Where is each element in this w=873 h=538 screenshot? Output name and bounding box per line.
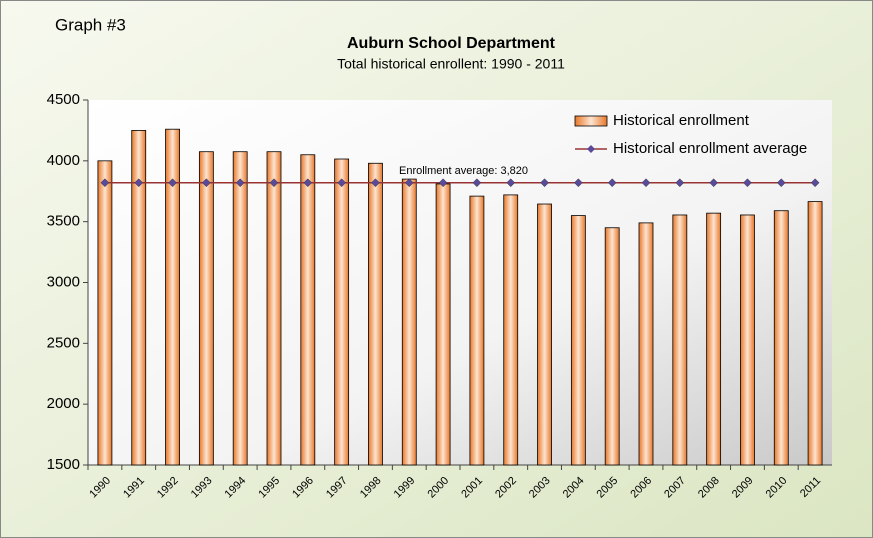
bar (638, 222, 654, 466)
bar (570, 215, 586, 466)
average-marker (100, 178, 110, 188)
legend-swatch (574, 115, 608, 127)
average-marker (202, 178, 211, 188)
bar (773, 210, 789, 466)
average-marker (337, 178, 346, 188)
average-marker (303, 178, 313, 188)
bar (807, 201, 823, 466)
bar (469, 195, 485, 466)
average-marker (540, 178, 549, 188)
average-marker (641, 178, 651, 188)
y-tick-label: 1500 (47, 456, 80, 473)
legend-label: Historical enrollment average (613, 140, 807, 157)
average-marker (776, 178, 786, 188)
bar (334, 158, 350, 466)
bar (300, 154, 316, 466)
bar (97, 160, 113, 466)
bar (401, 178, 417, 466)
y-tick-label: 2500 (47, 334, 80, 351)
bar (165, 128, 180, 466)
average-marker (235, 178, 245, 188)
y-tick-label: 3500 (47, 213, 80, 230)
average-marker (168, 178, 177, 188)
average-marker (675, 178, 685, 188)
average-marker (134, 178, 144, 188)
average-marker (709, 178, 718, 188)
average-marker (810, 178, 820, 188)
average-marker (472, 178, 482, 188)
average-marker (743, 178, 752, 188)
average-marker (269, 178, 279, 188)
annotation: Enrollment average: 3,820 (399, 165, 528, 177)
y-tick-label: 3000 (47, 273, 80, 290)
bar (266, 151, 282, 466)
bar (198, 151, 214, 466)
bar (435, 183, 451, 466)
y-tick-label: 4500 (47, 91, 80, 108)
chart-title: Auburn School Department (347, 35, 556, 52)
bar (740, 214, 755, 466)
average-marker (506, 178, 516, 188)
chart-subtitle: Total historical enrollent: 1990 - 2011 (337, 56, 565, 72)
average-marker (404, 178, 414, 188)
bar (131, 130, 147, 466)
bar (672, 214, 688, 466)
bar (604, 227, 620, 466)
y-tick-label: 4000 (47, 152, 80, 169)
bar (537, 203, 552, 466)
graph-label: Graph #3 (55, 15, 126, 34)
bar (706, 212, 722, 466)
bar (368, 162, 383, 466)
average-marker (371, 178, 380, 188)
average-marker (607, 178, 617, 188)
y-tick-label: 2000 (47, 395, 80, 412)
average-marker (574, 178, 583, 188)
legend-label: Historical enrollment (613, 112, 750, 129)
bar (503, 194, 519, 466)
legend-marker (587, 145, 595, 153)
average-marker (438, 178, 448, 188)
bar (232, 151, 248, 466)
